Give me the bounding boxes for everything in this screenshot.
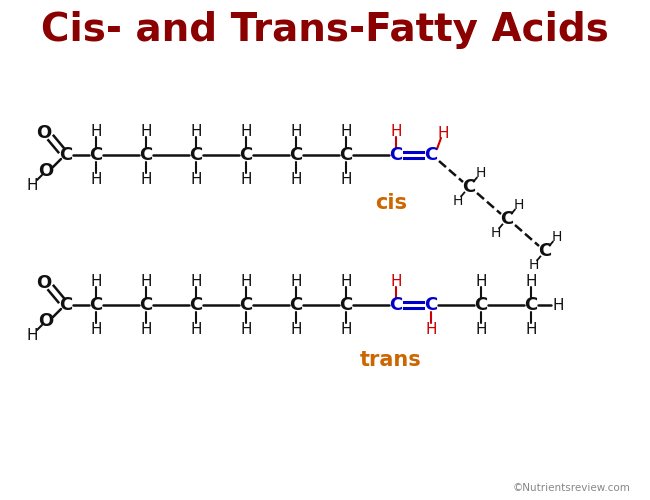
Text: H: H [340, 274, 352, 288]
Text: C: C [525, 296, 538, 314]
Text: ©Nutrientsreview.com: ©Nutrientsreview.com [512, 483, 630, 493]
Text: H: H [190, 172, 202, 186]
Text: O: O [36, 274, 51, 292]
Text: H: H [291, 274, 302, 288]
Text: C: C [389, 296, 402, 314]
Text: H: H [190, 322, 202, 336]
Text: H: H [190, 274, 202, 288]
Text: H: H [475, 166, 486, 180]
Text: H: H [291, 124, 302, 138]
Text: H: H [340, 322, 352, 336]
Text: H: H [190, 124, 202, 138]
Text: C: C [139, 296, 153, 314]
Text: C: C [239, 296, 253, 314]
Text: H: H [490, 226, 501, 240]
Text: H: H [140, 322, 151, 336]
Text: C: C [239, 146, 253, 164]
Text: H: H [551, 230, 562, 244]
Text: cis: cis [375, 193, 407, 213]
Text: C: C [462, 178, 476, 196]
Text: C: C [289, 146, 303, 164]
Text: C: C [90, 296, 103, 314]
Text: O: O [38, 162, 53, 180]
Text: O: O [36, 124, 51, 142]
Text: O: O [38, 312, 53, 330]
Text: Cis- and Trans-Fatty Acids: Cis- and Trans-Fatty Acids [41, 11, 609, 49]
Text: H: H [514, 198, 524, 212]
Text: H: H [452, 194, 463, 208]
Text: H: H [140, 172, 151, 186]
Text: C: C [389, 146, 402, 164]
Text: H: H [525, 274, 537, 288]
Text: C: C [339, 146, 352, 164]
Text: H: H [528, 258, 539, 272]
Text: H: H [240, 124, 252, 138]
Text: H: H [437, 126, 448, 140]
Text: C: C [139, 146, 153, 164]
Text: H: H [90, 322, 102, 336]
Text: H: H [90, 124, 102, 138]
Text: C: C [474, 296, 488, 314]
Text: C: C [59, 296, 73, 314]
Text: H: H [291, 322, 302, 336]
Text: H: H [475, 322, 487, 336]
Text: C: C [289, 296, 303, 314]
Text: C: C [424, 146, 437, 164]
Text: H: H [240, 274, 252, 288]
Text: C: C [500, 210, 514, 228]
Text: H: H [26, 328, 38, 342]
Text: C: C [59, 146, 73, 164]
Text: trans: trans [360, 350, 422, 370]
Text: C: C [538, 242, 552, 260]
Text: C: C [189, 296, 203, 314]
Text: C: C [339, 296, 352, 314]
Text: H: H [90, 274, 102, 288]
Text: C: C [90, 146, 103, 164]
Text: H: H [390, 274, 402, 288]
Text: H: H [26, 178, 38, 192]
Text: H: H [425, 322, 437, 336]
Text: H: H [340, 172, 352, 186]
Text: C: C [424, 296, 437, 314]
Text: H: H [240, 322, 252, 336]
Text: H: H [390, 124, 402, 138]
Text: H: H [140, 274, 151, 288]
Text: H: H [525, 322, 537, 336]
Text: C: C [189, 146, 203, 164]
Text: H: H [240, 172, 252, 186]
Text: H: H [90, 172, 102, 186]
Text: H: H [552, 298, 564, 312]
Text: H: H [475, 274, 487, 288]
Text: H: H [291, 172, 302, 186]
Text: H: H [340, 124, 352, 138]
Text: H: H [140, 124, 151, 138]
